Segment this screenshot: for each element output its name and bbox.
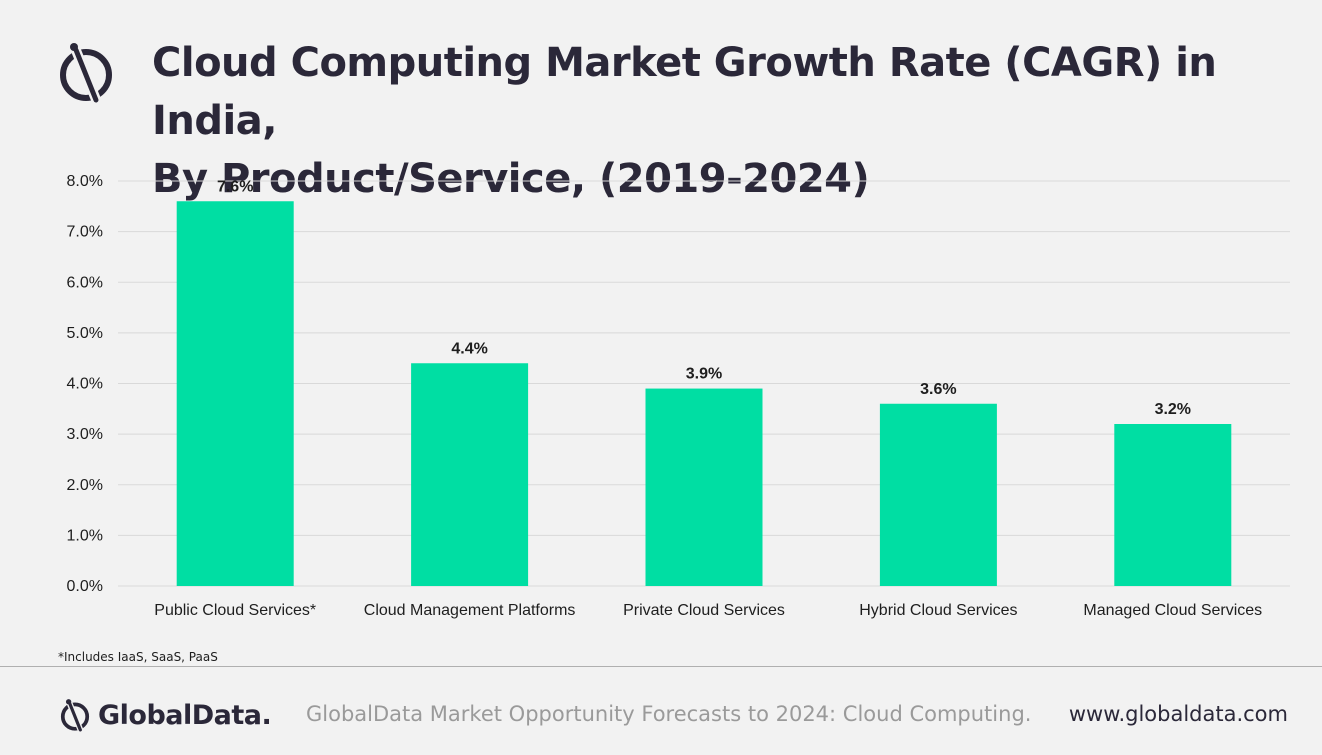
globaldata-footer-logo-icon bbox=[60, 699, 90, 733]
y-tick-label: 5.0% bbox=[67, 325, 103, 342]
x-tick-label: Cloud Management Platforms bbox=[364, 602, 576, 619]
bar-chart: 0.0% 1.0% 2.0% 3.0% 4.0% 5.0% 6.0% 7.0% 8.0% 7.6%… bbox=[67, 173, 1290, 619]
source-text: GlobalData Market Opportunity Forecasts … bbox=[306, 702, 1032, 726]
y-tick-label: 6.0% bbox=[67, 274, 103, 291]
globaldata-logo-icon bbox=[60, 43, 112, 104]
brand-logo: GlobalData. bbox=[58, 693, 272, 737]
y-tick-label: 8.0% bbox=[67, 173, 103, 190]
x-tick-label: Public Cloud Services* bbox=[154, 602, 316, 619]
data-label: 3.9% bbox=[686, 366, 722, 383]
chart-title: Cloud Computing Market Growth Rate (CAGR… bbox=[152, 34, 1302, 208]
footer-divider bbox=[0, 666, 1322, 667]
y-tick-label: 1.0% bbox=[67, 527, 103, 544]
brand-name: GlobalData. bbox=[98, 699, 272, 731]
data-label: 7.6% bbox=[217, 178, 253, 195]
chart-title-line-1: Cloud Computing Market Growth Rate (CAGR… bbox=[152, 40, 1217, 144]
data-label: 3.2% bbox=[1155, 401, 1191, 418]
bar bbox=[645, 388, 763, 586]
y-tick-label: 2.0% bbox=[67, 477, 103, 494]
data-label: 3.6% bbox=[920, 381, 956, 398]
y-tick-label: 0.0% bbox=[67, 578, 103, 595]
bar bbox=[879, 403, 997, 586]
x-tick-label: Private Cloud Services bbox=[623, 602, 785, 619]
y-tick-label: 7.0% bbox=[67, 224, 103, 241]
data-label: 4.4% bbox=[451, 340, 487, 357]
footnote: *Includes IaaS, SaaS, PaaS bbox=[58, 650, 218, 664]
bar bbox=[1114, 424, 1232, 586]
x-tick-label: Hybrid Cloud Services bbox=[859, 602, 1017, 619]
bar bbox=[411, 363, 529, 586]
website-link[interactable]: www.globaldata.com bbox=[1068, 702, 1288, 726]
y-tick-label: 3.0% bbox=[67, 426, 103, 443]
bar bbox=[176, 201, 294, 586]
x-tick-label: Managed Cloud Services bbox=[1083, 602, 1262, 619]
y-tick-label: 4.0% bbox=[67, 376, 103, 393]
chart-title-line-2: By Product/Service, (2019-2024) bbox=[152, 156, 870, 202]
